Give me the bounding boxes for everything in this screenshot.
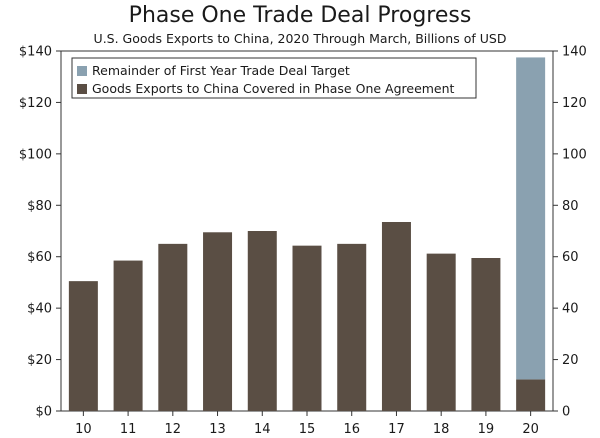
- y-tick-label-right: 60: [562, 250, 579, 265]
- bar-remainder-target: [516, 57, 546, 380]
- bar-exports-covered: [471, 258, 501, 411]
- y-tick-label-left: $120: [19, 96, 52, 111]
- x-tick-label: 18: [433, 422, 450, 437]
- x-tick-label: 16: [343, 422, 360, 437]
- x-tick-label: 14: [254, 422, 271, 437]
- y-tick-label-left: $80: [27, 199, 52, 214]
- y-tick-label-right: 40: [562, 302, 579, 317]
- legend-swatch: [77, 66, 87, 76]
- bar-exports-covered: [68, 281, 98, 411]
- y-tick-label-right: 80: [562, 199, 579, 214]
- bar-exports-covered: [158, 243, 188, 411]
- bar-exports-covered: [516, 379, 546, 411]
- x-tick-label: 11: [120, 422, 137, 437]
- bar-exports-covered: [426, 253, 456, 411]
- legend-box: [71, 57, 477, 99]
- y-tick-label-left: $60: [27, 250, 52, 265]
- chart-subtitle: U.S. Goods Exports to China, 2020 Throug…: [93, 31, 507, 46]
- bar-exports-covered: [113, 260, 143, 411]
- bar-exports-covered: [337, 243, 367, 411]
- y-tick-label-right: 100: [562, 147, 587, 162]
- bar-exports-covered: [203, 232, 233, 411]
- y-tick-label-right: 140: [562, 45, 587, 60]
- bar-exports-covered: [292, 245, 322, 411]
- legend-label: Remainder of First Year Trade Deal Targe…: [92, 63, 350, 78]
- y-tick-label-left: $40: [27, 302, 52, 317]
- y-tick-label-right: 120: [562, 96, 587, 111]
- x-tick-label: 15: [299, 422, 316, 437]
- legend-label: Goods Exports to China Covered in Phase …: [92, 81, 455, 96]
- bar-exports-covered: [247, 231, 277, 411]
- x-tick-label: 10: [75, 422, 92, 437]
- x-tick-label: 12: [165, 422, 182, 437]
- y-tick-label-left: $140: [19, 45, 52, 60]
- x-tick-label: 19: [478, 422, 495, 437]
- x-tick-label: 17: [388, 422, 405, 437]
- y-tick-label-left: $20: [27, 353, 52, 368]
- x-tick-label: 13: [209, 422, 226, 437]
- x-tick-label: 20: [522, 422, 539, 437]
- y-tick-label-left: $100: [19, 147, 52, 162]
- legend-swatch: [77, 84, 87, 94]
- bar-exports-covered: [381, 222, 411, 411]
- y-tick-label-right: 0: [562, 405, 570, 420]
- chart-title: Phase One Trade Deal Progress: [128, 3, 472, 28]
- y-tick-label-left: $0: [35, 405, 52, 420]
- y-tick-label-right: 20: [562, 353, 579, 368]
